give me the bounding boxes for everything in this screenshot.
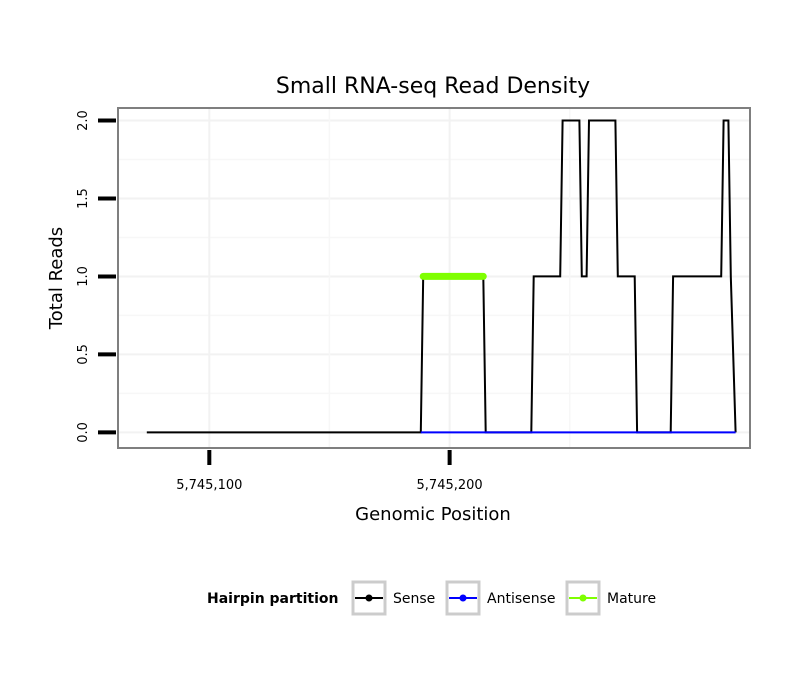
legend-key-point [459,594,467,602]
y-axis-label: Total Reads [46,227,67,330]
legend-item-antisense: Antisense [445,580,556,616]
legend: Hairpin partition Sense Antisense Mature [207,580,656,616]
y-axis: 0.0 0.5 1.0 1.5 2.0 [76,110,116,443]
plot-border [117,107,751,449]
y-tick-label: 0.5 [76,344,91,365]
series-lines [146,119,737,434]
y-tick-label: 0.0 [76,422,91,443]
legend-key-point [579,594,587,602]
x-axis: 5,745,100 5,745,200 [176,450,483,493]
legend-label: Antisense [487,591,556,607]
y-tick-label: 1.5 [76,188,91,209]
chart-title: Small RNA-seq Read Density [276,74,590,99]
y-tick-label: 2.0 [76,110,91,131]
legend-key-point [365,594,373,602]
series-line-sense [146,119,737,434]
y-tick-label: 1.0 [76,266,91,287]
x-tick-label: 5,745,200 [417,478,483,493]
legend-label: Sense [393,591,435,607]
legend-item-mature: Mature [565,580,656,616]
x-tick-label: 5,745,100 [176,478,242,493]
legend-item-sense: Sense [351,580,435,616]
x-axis-label: Genomic Position [355,504,511,525]
legend-title: Hairpin partition [207,591,338,607]
legend-label: Mature [607,591,656,607]
